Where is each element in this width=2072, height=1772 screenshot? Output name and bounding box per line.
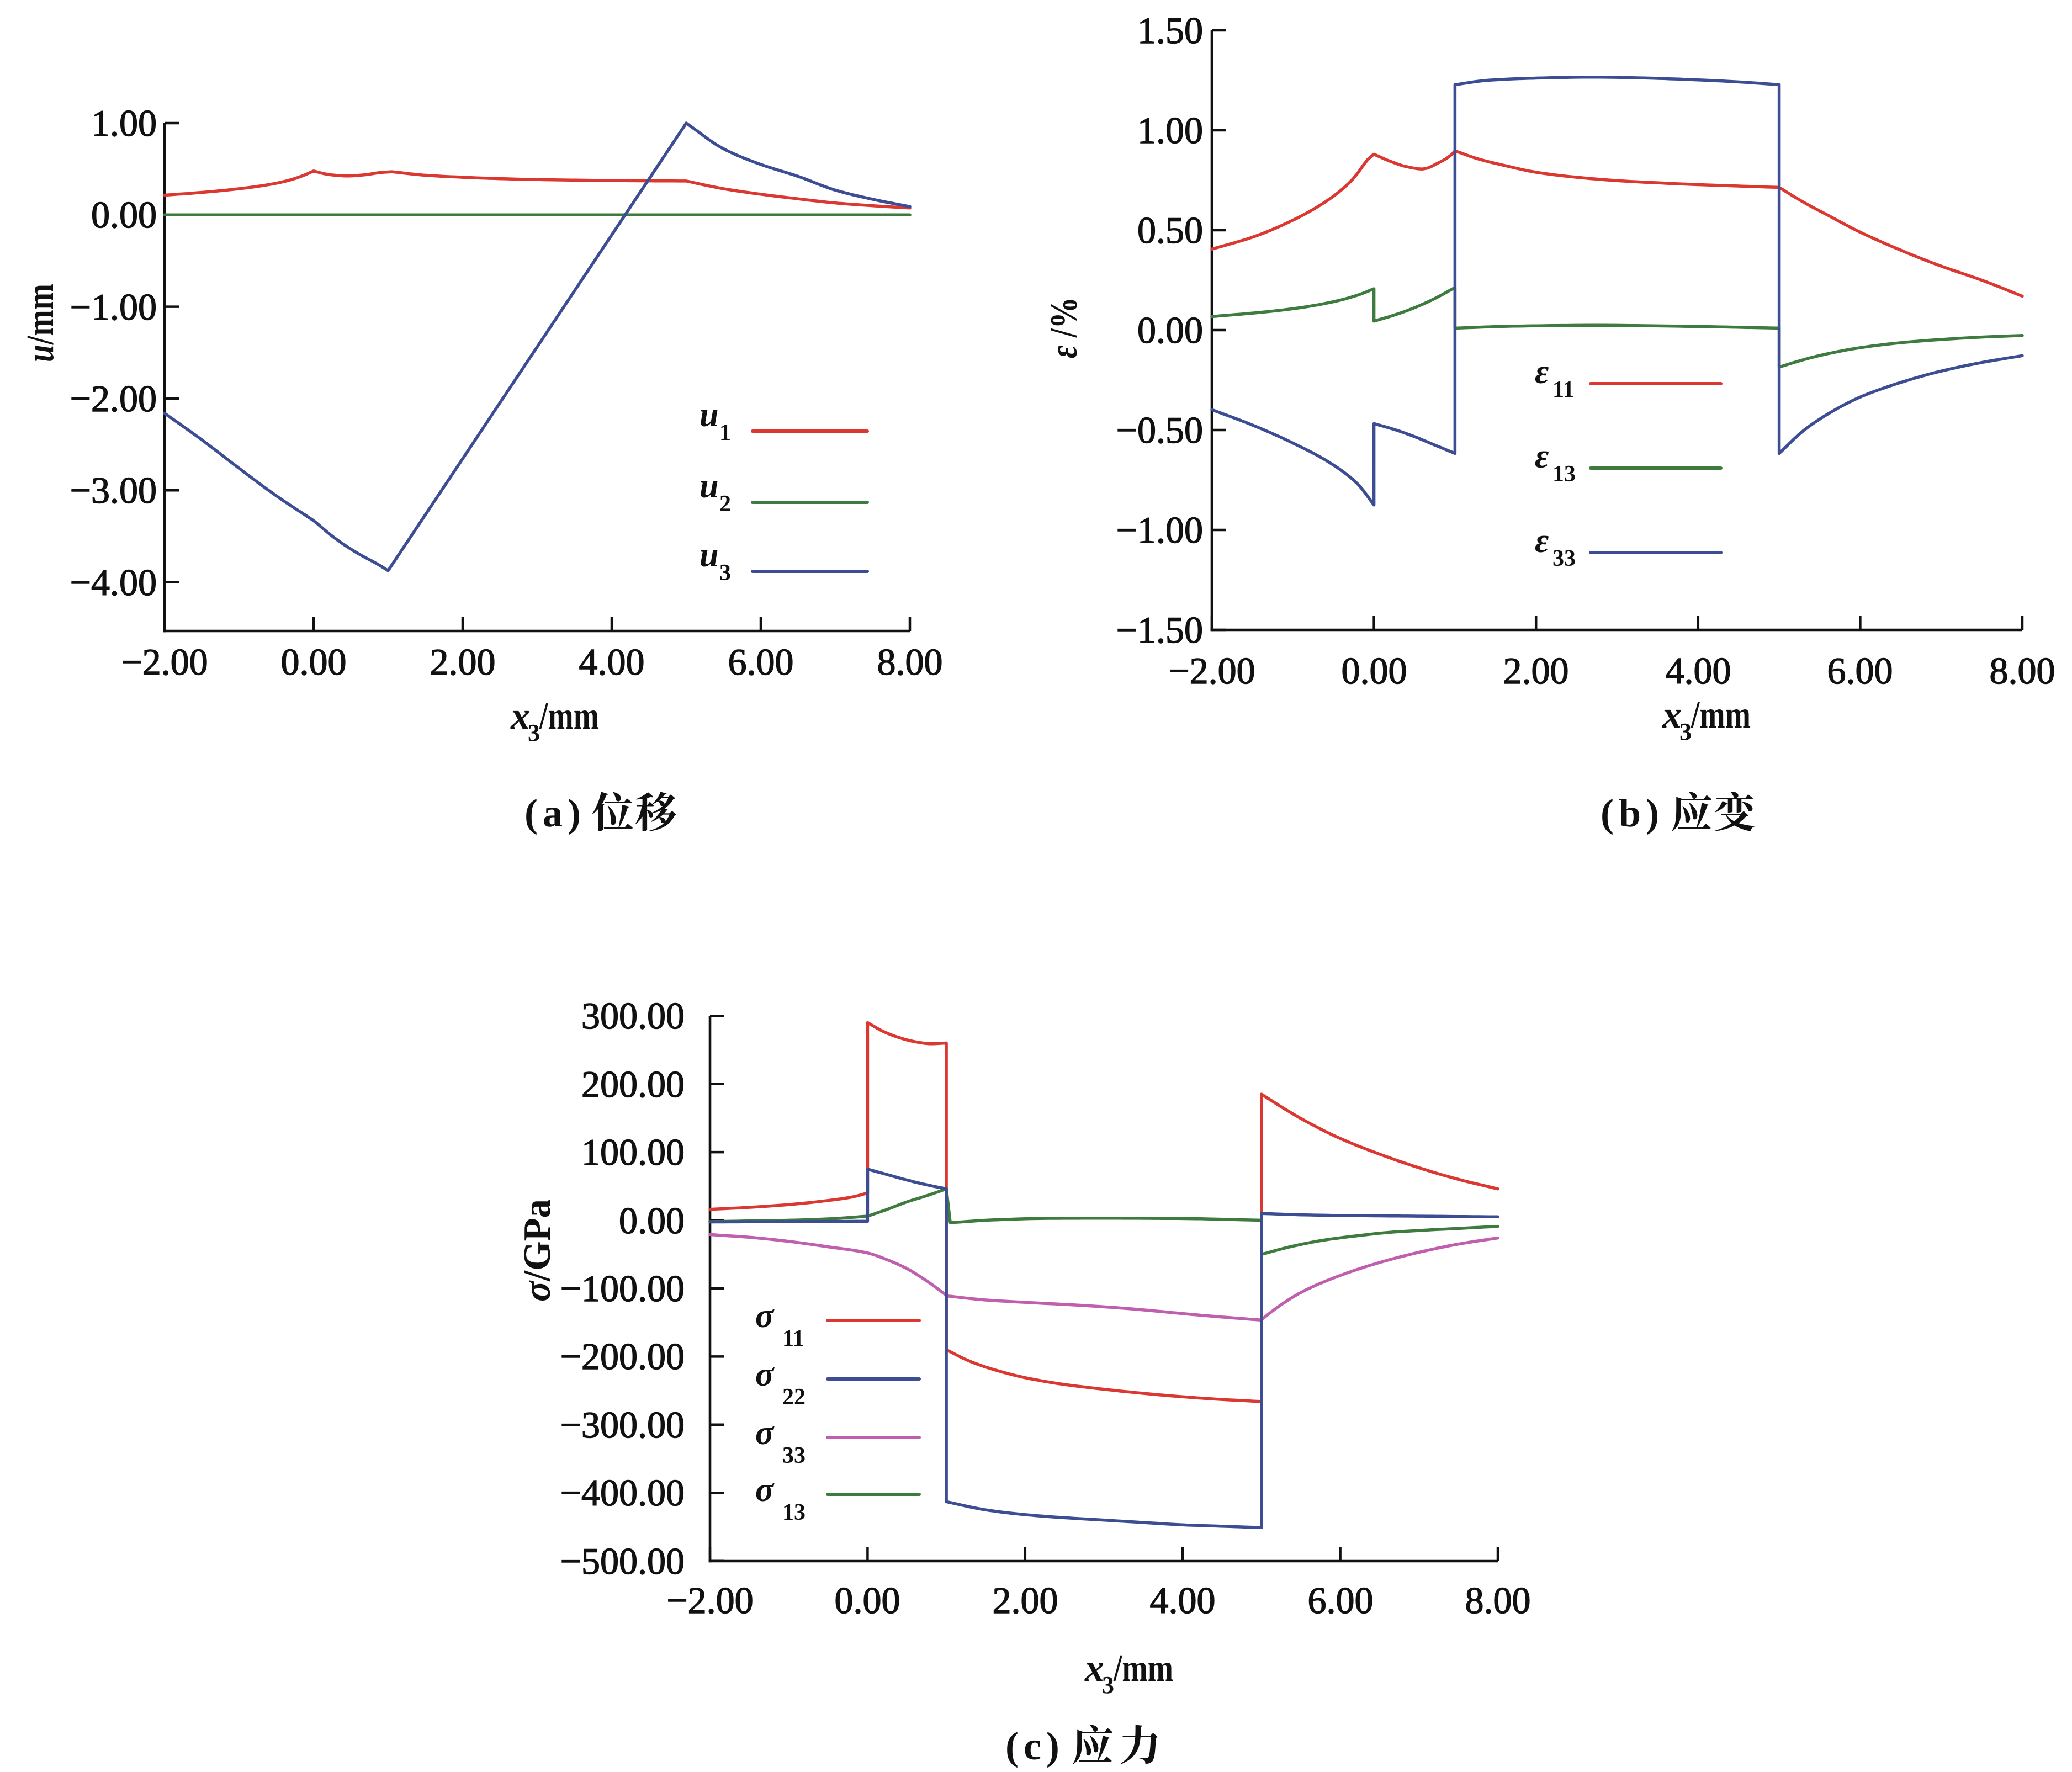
svg-text:u: u xyxy=(700,468,718,505)
svg-text:/mm: /mm xyxy=(1691,694,1751,736)
svg-text:−100.00: −100.00 xyxy=(560,1267,685,1309)
svg-text:(b): (b) xyxy=(1601,791,1664,835)
svg-text:σ/GPa: σ/GPa xyxy=(516,1199,559,1302)
svg-text:−500.00: −500.00 xyxy=(560,1540,685,1582)
svg-text:4.00: 4.00 xyxy=(1150,1579,1216,1621)
svg-text:2.00: 2.00 xyxy=(430,641,496,683)
svg-text:0.00: 0.00 xyxy=(1137,309,1203,351)
svg-text:−200.00: −200.00 xyxy=(560,1335,685,1377)
svg-text:8.00: 8.00 xyxy=(1465,1579,1531,1621)
svg-text:3: 3 xyxy=(719,560,731,586)
svg-text:0.00: 0.00 xyxy=(281,641,347,683)
svg-text:ε: ε xyxy=(1535,438,1549,475)
svg-text:11: 11 xyxy=(782,1326,804,1351)
svg-text:ε /%: ε /% xyxy=(1043,297,1085,358)
svg-text:2: 2 xyxy=(719,491,731,517)
svg-text:(a): (a) xyxy=(524,791,586,835)
svg-text:1.00: 1.00 xyxy=(91,102,157,144)
svg-text:/mm: /mm xyxy=(1113,1647,1173,1690)
svg-text:−3.00: −3.00 xyxy=(70,469,157,511)
svg-text:σ: σ xyxy=(755,1414,775,1452)
svg-text:u: u xyxy=(700,537,718,574)
svg-text:−300.00: −300.00 xyxy=(560,1404,685,1446)
svg-text:−2.00: −2.00 xyxy=(121,641,208,683)
svg-text:(c): (c) xyxy=(1005,1724,1064,1768)
svg-text:σ: σ xyxy=(755,1471,775,1509)
svg-text:−400.00: −400.00 xyxy=(560,1472,685,1514)
svg-text:0.00: 0.00 xyxy=(619,1200,685,1242)
svg-text:3: 3 xyxy=(1679,718,1692,745)
svg-text:6.00: 6.00 xyxy=(728,641,794,683)
svg-text:4.00: 4.00 xyxy=(1666,650,1731,692)
svg-text:σ: σ xyxy=(755,1356,775,1393)
svg-text:33: 33 xyxy=(1552,546,1576,571)
svg-text:x: x xyxy=(1662,694,1682,736)
svg-text:3: 3 xyxy=(528,719,540,746)
svg-text:/mm: /mm xyxy=(539,695,599,738)
svg-text:0.50: 0.50 xyxy=(1137,209,1203,251)
svg-text:0.00: 0.00 xyxy=(835,1579,900,1621)
svg-text:6.00: 6.00 xyxy=(1308,1579,1374,1621)
svg-text:1: 1 xyxy=(719,420,731,445)
svg-text:200.00: 200.00 xyxy=(581,1063,685,1105)
svg-text:−0.50: −0.50 xyxy=(1116,409,1203,451)
svg-text:1.00: 1.00 xyxy=(1137,109,1203,151)
svg-text:−1.00: −1.00 xyxy=(70,286,157,328)
svg-text:2.00: 2.00 xyxy=(1503,650,1569,692)
svg-text:0.00: 0.00 xyxy=(1342,650,1407,692)
svg-text:11: 11 xyxy=(1552,377,1575,402)
svg-text:−1.00: −1.00 xyxy=(1116,509,1203,551)
svg-text:22: 22 xyxy=(782,1384,806,1410)
svg-text:x: x xyxy=(1084,1647,1104,1690)
svg-text:4.00: 4.00 xyxy=(579,641,645,683)
svg-text:−1.50: −1.50 xyxy=(1116,609,1203,651)
svg-text:8.00: 8.00 xyxy=(1990,650,2055,692)
svg-text:ε: ε xyxy=(1535,522,1549,560)
svg-text:−2.00: −2.00 xyxy=(1168,650,1255,692)
svg-text:−2.00: −2.00 xyxy=(70,378,157,420)
svg-text:ε: ε xyxy=(1535,353,1549,391)
svg-text:0.00: 0.00 xyxy=(91,194,157,236)
svg-text:300.00: 300.00 xyxy=(581,995,685,1037)
svg-text:3: 3 xyxy=(1102,1672,1114,1699)
svg-text:x: x xyxy=(510,695,530,738)
svg-text:−4.00: −4.00 xyxy=(70,561,157,603)
svg-text:100.00: 100.00 xyxy=(581,1131,685,1173)
svg-text:u: u xyxy=(700,396,718,434)
svg-text:σ: σ xyxy=(755,1297,775,1335)
svg-text:13: 13 xyxy=(782,1500,806,1525)
svg-text:13: 13 xyxy=(1552,461,1576,487)
svg-text:2.00: 2.00 xyxy=(993,1579,1058,1621)
svg-text:6.00: 6.00 xyxy=(1827,650,1893,692)
svg-text:u/mm: u/mm xyxy=(19,284,62,362)
svg-text:1.50: 1.50 xyxy=(1137,9,1203,51)
svg-text:−2.00: −2.00 xyxy=(666,1579,753,1621)
svg-text:33: 33 xyxy=(782,1443,806,1468)
svg-text:8.00: 8.00 xyxy=(877,641,943,683)
